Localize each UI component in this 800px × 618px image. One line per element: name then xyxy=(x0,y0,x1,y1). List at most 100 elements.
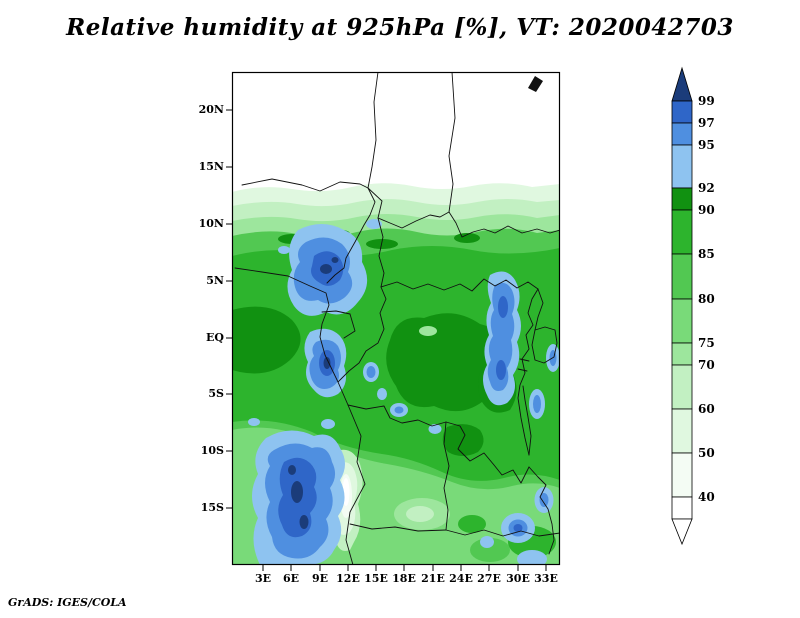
map-shape xyxy=(671,122,693,146)
map-shape xyxy=(671,66,693,102)
chart-title: Relative humidity at 925hPa [%], VT: 202… xyxy=(66,14,734,41)
map-shape xyxy=(671,187,693,211)
lon-tick-label: 24E xyxy=(449,572,473,585)
map-shape xyxy=(331,257,339,263)
map-shape xyxy=(367,187,560,238)
lon-tick-label: 12E xyxy=(336,572,360,585)
map-shape xyxy=(517,368,528,372)
map-shape xyxy=(323,357,331,369)
lon-tick-label: 9E xyxy=(311,572,329,585)
map-shape xyxy=(232,306,301,374)
map-shape xyxy=(519,358,530,362)
lon-tick-label: 3E xyxy=(254,572,272,585)
map-shape xyxy=(380,278,539,292)
map-shape xyxy=(531,326,558,364)
colorbar-tick-label: 80 xyxy=(698,292,715,306)
lon-tick-label: 27E xyxy=(477,572,501,585)
map-shape xyxy=(533,395,541,413)
colorbar-segments xyxy=(671,66,693,546)
country-borders xyxy=(234,72,560,565)
map-shape xyxy=(248,418,260,426)
map-shape xyxy=(320,264,332,274)
colorbar-tick-label: 90 xyxy=(698,203,715,217)
map-shape xyxy=(671,100,693,124)
colorbar-tick-label: 75 xyxy=(698,336,715,350)
map-shape xyxy=(288,465,296,475)
lon-tick-label: 33E xyxy=(534,572,558,585)
map-shape xyxy=(528,466,555,555)
map-shape xyxy=(470,538,510,562)
map-shape xyxy=(442,424,484,456)
colorbar-tick-label: 97 xyxy=(698,116,715,130)
colorbar-tick-label: 99 xyxy=(698,94,715,108)
map-shape xyxy=(428,424,442,434)
colorbar-tick-label: 60 xyxy=(698,402,715,416)
map-plot xyxy=(226,71,561,571)
map-shape xyxy=(671,298,693,344)
lat-tick-label: 15N xyxy=(198,160,224,173)
map-shape xyxy=(496,360,506,380)
lat-tick-label: 15S xyxy=(200,501,224,514)
map-shape xyxy=(349,523,560,537)
map-shape xyxy=(671,496,693,520)
lon-tick-label: 30E xyxy=(506,572,530,585)
map-shape xyxy=(534,288,544,331)
map-shape xyxy=(343,313,356,339)
map-shape xyxy=(377,388,387,400)
axis-ticks xyxy=(226,109,547,571)
map-shape xyxy=(299,515,309,529)
map-shape xyxy=(337,286,387,383)
map-shape xyxy=(278,246,290,254)
colorbar-tick-label: 40 xyxy=(698,490,715,504)
map-shape xyxy=(366,366,376,378)
map-shape xyxy=(443,421,450,531)
map-shape xyxy=(458,515,486,533)
map-shape xyxy=(448,72,456,213)
map-shape xyxy=(671,408,693,454)
map-shape xyxy=(539,493,549,507)
map-shape xyxy=(347,404,530,484)
lat-tick-label: 20N xyxy=(198,103,224,116)
lat-tick-label: EQ xyxy=(206,331,224,344)
map-shape xyxy=(321,419,335,429)
lon-tick-label: 15E xyxy=(364,572,388,585)
lat-tick-label: 10S xyxy=(200,444,224,457)
map-shape xyxy=(454,233,480,243)
colorbar-tick-label: 50 xyxy=(698,446,715,460)
colorbar-tick-label: 70 xyxy=(698,358,715,372)
map-shape xyxy=(406,506,434,522)
map-shape xyxy=(241,178,369,192)
map-shape xyxy=(671,452,693,498)
lat-tick-label: 10N xyxy=(198,217,224,230)
map-shape xyxy=(513,524,523,532)
colorbar-tick-label: 95 xyxy=(698,138,715,152)
map-shape xyxy=(671,342,693,366)
map-shape xyxy=(671,209,693,255)
map-shape xyxy=(522,385,532,456)
map-shape xyxy=(419,326,437,336)
lon-tick-label: 18E xyxy=(392,572,416,585)
map-frame xyxy=(231,71,561,566)
map-shape xyxy=(480,536,494,548)
lon-tick-label: 6E xyxy=(282,572,300,585)
colorbar xyxy=(671,66,693,546)
map-shape xyxy=(671,518,693,546)
lat-tick-label: 5N xyxy=(206,274,224,287)
map-shape xyxy=(234,267,366,565)
highland-border-mark xyxy=(528,76,543,92)
map-shape xyxy=(366,219,382,229)
map-shape xyxy=(367,72,379,189)
map-shape xyxy=(498,296,508,318)
lon-tick-label: 21E xyxy=(421,572,445,585)
map-shape xyxy=(671,253,693,300)
lat-tick-label: 5S xyxy=(208,387,224,400)
map-shape xyxy=(326,187,376,284)
colorbar-tick-label: 85 xyxy=(698,247,715,261)
map-shape xyxy=(366,239,398,249)
map-shape xyxy=(671,144,693,189)
map-shape xyxy=(291,481,303,503)
map-shape xyxy=(386,313,503,412)
map-shape xyxy=(377,217,385,288)
credit-text: GrADS: IGES/COLA xyxy=(8,596,127,609)
